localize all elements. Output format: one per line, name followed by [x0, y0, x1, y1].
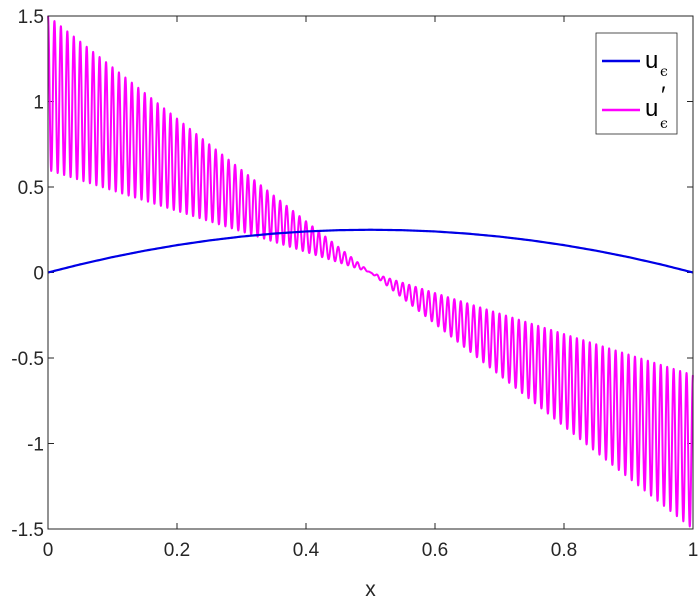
series-u-prime-line	[47, 15, 694, 528]
legend: u ϵ u ′ ϵ	[595, 32, 678, 135]
y-tick-label: -1	[27, 435, 44, 456]
x-axis-label: x	[365, 578, 376, 601]
x-tick-label: 0	[43, 540, 54, 561]
legend-box	[595, 32, 678, 135]
plot-frame	[47, 15, 694, 530]
x-tick-label: 0.8	[551, 540, 577, 561]
y-tick-label: 1.5	[18, 7, 44, 28]
legend-subscript-2: ϵ	[660, 116, 668, 132]
series-u-line	[47, 228, 694, 274]
legend-entry-1: u ϵ	[602, 47, 668, 80]
x-tick-label: 0.4	[293, 540, 320, 561]
legend-label-2: u	[645, 95, 658, 122]
legend-label-1: u	[645, 47, 658, 74]
legend-subscript-1: ϵ	[660, 64, 668, 80]
series-lines	[47, 15, 694, 528]
y-tick-label: 0	[33, 264, 44, 285]
x-tick-label: 0.6	[422, 540, 448, 561]
x-axis-ticks: 0 0.2 0.4 0.6 0.8 1	[43, 16, 699, 561]
legend-prime-2: ′	[661, 82, 666, 109]
y-tick-label: -1.5	[11, 520, 44, 541]
x-tick-label: 0.2	[164, 540, 190, 561]
y-tick-label: 1	[33, 93, 44, 114]
y-tick-label: 0.5	[18, 178, 44, 199]
y-tick-label: -0.5	[11, 349, 44, 370]
x-tick-label: 1	[688, 540, 699, 561]
legend-entry-2: u ′ ϵ	[602, 82, 668, 132]
